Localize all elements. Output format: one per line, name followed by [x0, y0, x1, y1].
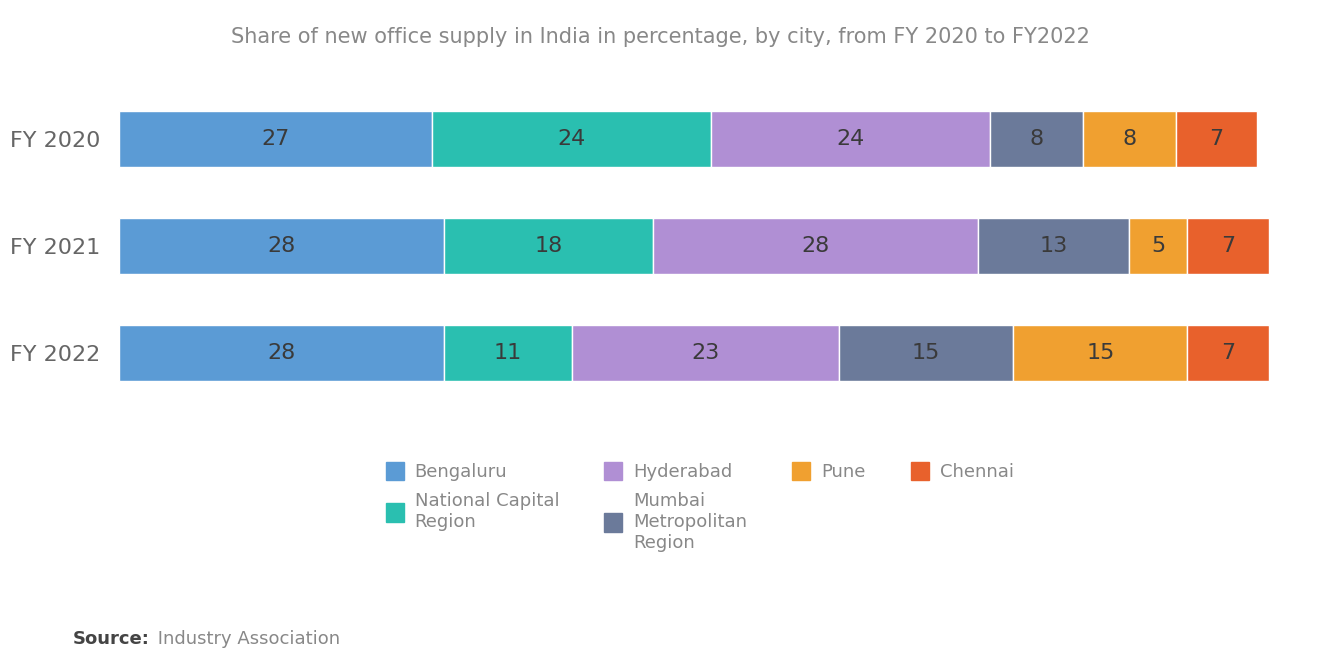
- Text: Source:: Source:: [73, 630, 149, 648]
- Text: 28: 28: [267, 343, 296, 363]
- Text: 5: 5: [1151, 236, 1166, 256]
- Bar: [119, 218, 444, 274]
- Bar: [711, 111, 990, 167]
- Bar: [1188, 218, 1269, 274]
- Text: 27: 27: [261, 129, 290, 149]
- Text: Share of new office supply in India in percentage, by city, from FY 2020 to FY20: Share of new office supply in India in p…: [231, 27, 1089, 47]
- Text: 7: 7: [1221, 236, 1236, 256]
- Bar: [840, 325, 1014, 381]
- Bar: [444, 325, 572, 381]
- Bar: [1082, 111, 1176, 167]
- Text: Industry Association: Industry Association: [152, 630, 341, 648]
- Legend: Bengaluru, National Capital
Region, Hyderabad, Mumbai
Metropolitan
Region, Pune,: Bengaluru, National Capital Region, Hyde…: [379, 455, 1020, 559]
- Text: 8: 8: [1122, 129, 1137, 149]
- Bar: [1188, 325, 1269, 381]
- Text: 28: 28: [801, 236, 830, 256]
- Bar: [1176, 111, 1257, 167]
- Bar: [119, 325, 444, 381]
- Text: 28: 28: [267, 236, 296, 256]
- Text: 7: 7: [1221, 343, 1236, 363]
- Text: 8: 8: [1030, 129, 1044, 149]
- Text: 18: 18: [535, 236, 562, 256]
- Text: 23: 23: [692, 343, 719, 363]
- Bar: [433, 111, 711, 167]
- Text: 24: 24: [837, 129, 865, 149]
- Text: 13: 13: [1040, 236, 1068, 256]
- Bar: [444, 218, 653, 274]
- Bar: [978, 218, 1130, 274]
- Bar: [1130, 218, 1188, 274]
- Bar: [572, 325, 840, 381]
- Bar: [990, 111, 1082, 167]
- Text: 7: 7: [1209, 129, 1224, 149]
- Bar: [119, 111, 433, 167]
- Bar: [653, 218, 978, 274]
- Bar: [1014, 325, 1188, 381]
- Text: 24: 24: [557, 129, 586, 149]
- Text: 15: 15: [912, 343, 940, 363]
- Text: 11: 11: [494, 343, 523, 363]
- Text: 15: 15: [1086, 343, 1114, 363]
